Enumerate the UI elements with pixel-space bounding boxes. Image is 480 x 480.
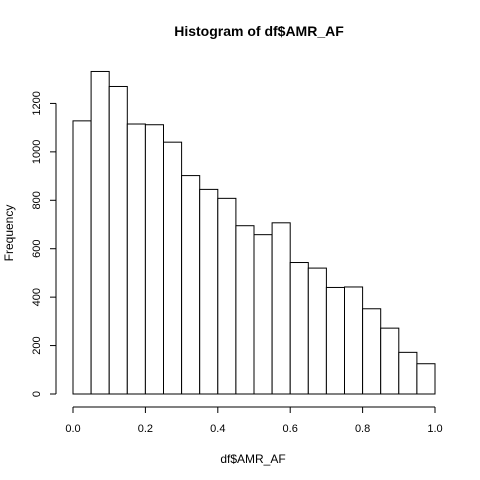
histogram-bar-3 [108,85,128,395]
y-tick-label: 800 [31,191,43,209]
histogram-bar-2 [90,70,110,395]
histogram-bar-18 [380,327,400,395]
x-tick-label: 0.2 [138,423,153,435]
histogram-bar-12 [271,222,291,395]
histogram-bar-10 [235,225,255,395]
histogram-bar-11 [253,234,273,395]
histogram-bar-14 [307,267,327,395]
histogram-bar-4 [126,123,146,395]
y-tick-label: 1200 [31,91,43,115]
histogram-bar-15 [325,286,345,395]
y-tick-label: 400 [31,288,43,306]
x-axis-label: df$AMR_AF [220,452,285,466]
x-tick-label: 0.6 [283,423,298,435]
y-tick-label: 1000 [31,140,43,164]
histogram-bar-19 [398,351,418,395]
bars-group [72,70,436,395]
x-axis: 0.0 0.2 0.4 0.6 0.8 1.0 [65,406,443,435]
histogram-bar-20 [416,363,436,395]
y-tick-label: 200 [31,336,43,354]
histogram-bar-6 [163,141,183,395]
histogram-bar-5 [144,124,164,395]
chart-title: Histogram of df$AMR_AF [174,23,344,39]
x-tick-label: 0.4 [210,423,225,435]
x-tick-label: 0.8 [355,423,370,435]
y-axis: 0 200 400 600 800 1000 1200 [31,91,57,397]
histogram-bar-8 [199,188,219,395]
y-axis-label: Frequency [2,205,16,262]
x-tick-label: 0.0 [65,423,80,435]
histogram-bar-17 [362,308,382,395]
histogram-bar-1 [72,120,92,395]
x-tick-label: 1.0 [427,423,442,435]
histogram-bar-7 [181,175,201,395]
y-tick-label: 600 [31,240,43,258]
histogram-bar-13 [289,262,309,395]
y-tick-label: 0 [31,391,43,397]
histogram-bar-16 [344,286,364,395]
histogram-bar-9 [217,197,237,395]
